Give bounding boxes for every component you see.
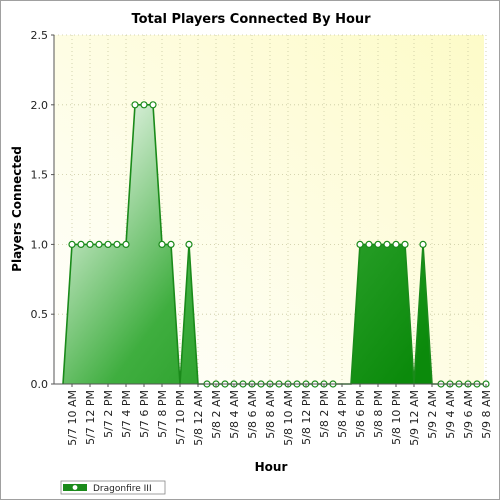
data-point	[401, 240, 409, 248]
x-tick-label: 5/9 4 AM	[444, 390, 457, 439]
x-tick-label: 5/7 2 PM	[102, 390, 115, 438]
x-tick-label: 5/8 8 PM	[372, 390, 385, 438]
data-point	[149, 101, 157, 109]
y-tick-label: 1.5	[31, 169, 49, 182]
x-tick-label: 5/8 8 AM	[264, 390, 277, 439]
x-tick-label: 5/9 8 AM	[480, 390, 493, 439]
data-point	[77, 240, 85, 248]
legend-marker-icon	[71, 483, 79, 492]
data-point	[140, 101, 148, 109]
y-tick-label: 0.0	[31, 378, 49, 391]
x-tick-label: 5/8 4 AM	[228, 390, 241, 439]
x-tick-label: 5/9 2 AM	[426, 390, 439, 439]
x-tick-label: 5/8 2 PM	[318, 390, 331, 438]
data-point	[365, 240, 373, 248]
x-tick-label: 5/8 6 AM	[246, 390, 259, 439]
data-point	[383, 240, 391, 248]
data-point	[419, 240, 427, 248]
chart-title: Total Players Connected By Hour	[131, 12, 371, 27]
x-tick-label: 5/8 6 PM	[354, 390, 367, 438]
x-tick-label: 5/8 10 AM	[282, 390, 295, 446]
x-tick-label: 5/8 2 AM	[210, 390, 223, 439]
data-point	[158, 240, 166, 248]
x-tick-label: 5/7 10 PM	[174, 390, 187, 445]
x-tick-label: 5/7 6 PM	[138, 390, 151, 438]
data-point	[167, 240, 175, 248]
x-tick-label: 5/8 12 AM	[192, 390, 205, 446]
series-area	[63, 104, 486, 385]
x-tick-label: 5/9 6 AM	[462, 390, 475, 439]
data-point	[104, 240, 112, 248]
legend-label: Dragonfire III	[93, 484, 152, 494]
x-tick-label: 5/7 4 PM	[120, 390, 133, 438]
data-point	[185, 240, 193, 248]
x-tick-label: 5/7 8 PM	[156, 390, 169, 438]
data-point	[86, 240, 94, 248]
data-point	[392, 240, 400, 248]
x-tick-label: 5/8 12 PM	[300, 390, 313, 445]
data-point	[68, 240, 76, 248]
data-point	[95, 240, 103, 248]
y-tick-label: 0.5	[31, 308, 49, 321]
data-point	[131, 101, 139, 109]
data-point	[122, 240, 130, 248]
y-axis-title: Players Connected	[10, 146, 24, 272]
x-tick-label: 5/7 12 PM	[84, 390, 97, 445]
x-tick-label: 5/8 4 PM	[336, 390, 349, 438]
y-tick-label: 2.0	[31, 99, 49, 112]
data-point	[374, 240, 382, 248]
legend: Dragonfire III	[60, 480, 166, 495]
series-markers	[68, 101, 490, 388]
x-tick-label: 5/8 10 PM	[390, 390, 403, 445]
y-tick-label: 2.5	[31, 29, 49, 42]
x-axis-title: Hour	[255, 460, 288, 474]
x-tick-label: 5/7 10 AM	[66, 390, 79, 446]
series-area-fill	[63, 104, 486, 385]
data-point	[113, 240, 121, 248]
x-tick-label: 5/9 12 AM	[408, 390, 421, 446]
y-tick-label: 1.0	[31, 238, 49, 251]
y-axis-ticks: 0.0 0.5 1.0 1.5 2.0 2.5	[31, 29, 54, 391]
x-axis-ticks: 5/7 10 AM 5/7 12 PM 5/7 2 PM 5/7 4 PM 5/7 6 …	[66, 384, 493, 446]
data-point	[356, 240, 364, 248]
